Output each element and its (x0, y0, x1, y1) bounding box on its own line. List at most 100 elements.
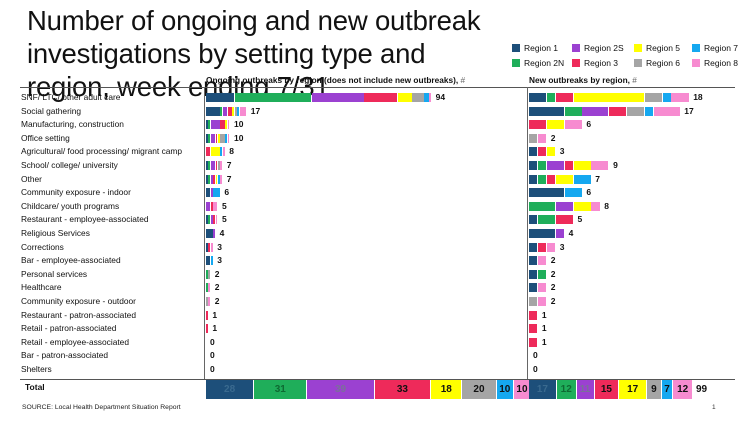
new-row-total: 6 (586, 187, 592, 198)
category-label: Retail - employee-associated (21, 336, 129, 347)
new-total-segment: 11 (576, 380, 594, 399)
ongoing-bar-segment (206, 106, 220, 116)
ongoing-bar-segment (206, 133, 208, 143)
new-bar-segment (582, 106, 609, 116)
ongoing-bar-segment (237, 106, 239, 116)
new-row-total: 4 (568, 228, 574, 238)
category-label: Healthcare (21, 282, 62, 293)
total-row-label: Total (25, 382, 45, 392)
ongoing-bar-segment (206, 215, 208, 225)
new-bar-segment (573, 93, 645, 102)
new-bar-segment (537, 256, 547, 266)
new-total-value: 9 (651, 384, 657, 395)
ongoing-row-total: 0 (210, 336, 215, 347)
new-row-total: 2 (550, 296, 556, 306)
ongoing-bar-segment (232, 106, 235, 116)
ongoing-row-total: 4 (219, 228, 225, 238)
ongoing-bar-segment (206, 297, 208, 306)
category-label: Bar - patron-associated (21, 350, 109, 361)
new-bar-segment (662, 93, 671, 102)
category-label: Religious Services (21, 228, 90, 238)
ongoing-bar-segment (210, 215, 213, 225)
new-total-value: 12 (677, 384, 689, 395)
ongoing-bar-segment (218, 133, 220, 143)
new-row-total: 8 (604, 200, 609, 211)
ongoing-bar-segment (222, 147, 225, 157)
total-rule (20, 379, 735, 380)
new-row-total: 0 (533, 364, 538, 374)
ongoing-bar-segment (210, 256, 213, 266)
ongoing-row-total: 0 (210, 350, 215, 361)
new-bar-segment (529, 242, 538, 252)
ongoing-row-total: 5 (222, 200, 227, 211)
ongoing-bar-segment (206, 120, 208, 130)
new-row-total: 2 (550, 255, 556, 266)
new-bar-segment (591, 161, 609, 170)
legend-item-region-6: Region 6 (634, 58, 680, 68)
page-number: 1 (712, 404, 716, 411)
new-row-total: 9 (613, 160, 618, 170)
new-grand-total: 99 (696, 384, 708, 395)
category-label: SNF/ LTC/ other adult care (21, 92, 121, 102)
new-bar-segment (529, 120, 547, 130)
ongoing-bar-segment (311, 93, 364, 102)
new-bar-segment (537, 297, 547, 306)
ongoing-bar-segment (206, 161, 208, 170)
new-bar-segment (546, 147, 556, 157)
category-label: Community exposure - indoor (21, 187, 131, 198)
ongoing-bar-segment (222, 106, 227, 116)
new-bar-segment (653, 106, 680, 116)
new-total-segment: 17 (619, 380, 647, 399)
new-bar-segment (546, 174, 556, 184)
ongoing-bar-segment (206, 188, 211, 198)
new-bar-segment (626, 106, 645, 116)
new-bar-segment (555, 174, 573, 184)
ongoing-bar-segment (429, 93, 431, 102)
new-row-total: 5 (577, 214, 583, 225)
category-label: Personal services (21, 268, 88, 279)
ongoing-bar-segment (225, 133, 227, 143)
ongoing-row-total: 3 (217, 255, 222, 266)
ongoing-row-total: 7 (226, 173, 232, 184)
legend-swatch (634, 44, 642, 52)
new-bar-segment (546, 242, 556, 252)
ongoing-bar-segment (206, 201, 211, 211)
ongoing-bar-segment (210, 161, 215, 170)
ongoing-bar-segment (206, 229, 213, 238)
ongoing-row-total: 1 (212, 323, 218, 334)
new-bar-segment (529, 188, 564, 198)
new-total-segment: 12 (556, 380, 576, 399)
new-row-total: 2 (550, 268, 556, 279)
ongoing-total-value: 33 (396, 384, 408, 395)
ongoing-row-total: 3 (217, 241, 222, 252)
ongoing-bar-segment (206, 256, 211, 266)
legend-swatch (572, 59, 580, 67)
legend-item-region-5: Region 5 (634, 43, 680, 53)
new-total-segment: 17 (529, 380, 556, 399)
chart-title: Number of ongoing and new outbreak inves… (27, 5, 481, 102)
legend-swatch (692, 59, 700, 67)
ongoing-bar-segment (220, 147, 223, 157)
ongoing-bar-segment (213, 201, 218, 211)
ongoing-bar-segment (210, 188, 213, 198)
legend-label: Region 3 (584, 58, 619, 68)
new-bar-segment (671, 93, 689, 102)
ongoing-bar-segment (220, 120, 225, 130)
ongoing-bar-segment (220, 161, 223, 170)
new-bar-segment (555, 229, 564, 238)
ongoing-bar-segment (213, 229, 215, 238)
ongoing-bar-segment (210, 120, 220, 130)
new-bar-segment (537, 161, 547, 170)
new-row-total: 2 (550, 132, 556, 143)
new-bar-segment (564, 120, 582, 130)
ongoing-bar-segment (208, 133, 211, 143)
new-bar-segment (555, 215, 573, 225)
category-label: Office setting (21, 132, 70, 143)
new-bar-segment (555, 201, 573, 211)
new-bar-segment (529, 283, 538, 293)
ongoing-total-value: 31 (274, 384, 286, 395)
legend-item-region-8: Region 8 (692, 58, 738, 68)
legend-swatch (634, 59, 642, 67)
ongoing-row-total: 8 (229, 146, 234, 157)
ongoing-bar-segment (412, 93, 424, 102)
